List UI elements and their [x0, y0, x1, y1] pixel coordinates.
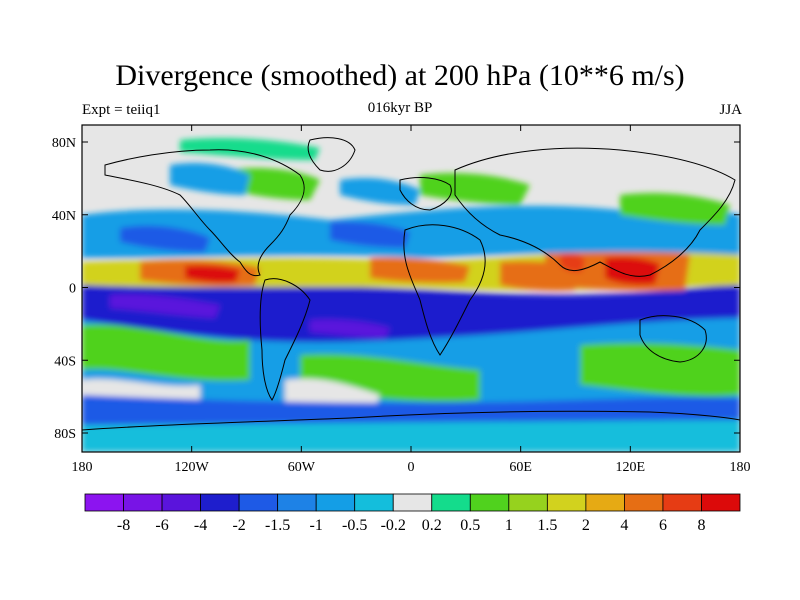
colorbar-swatch: [662, 493, 702, 512]
field-nh-darkblue-atl: [330, 221, 410, 248]
colorbar-label: 8: [697, 517, 705, 534]
coast-asia: [454, 147, 736, 277]
coast-europe: [399, 177, 452, 211]
colorbar-swatch: [84, 493, 124, 512]
colorbar-swatch: [701, 493, 741, 512]
lon-tick-label: 120E: [616, 460, 646, 475]
colorbar-label: 4: [620, 517, 628, 534]
colorbar-label: 0.5: [460, 517, 480, 534]
coast-antarctica: [82, 410, 740, 431]
coast-africa: [403, 224, 486, 356]
field-nh-green-3: [620, 193, 730, 225]
coast-australia: [639, 315, 707, 363]
colorbar-label: 0.2: [422, 517, 442, 534]
colorbar-swatch: [200, 493, 240, 512]
colorbar-swatch: [277, 493, 317, 512]
field-nh-green-arctic: [180, 137, 320, 160]
lon-tick-label: 180: [730, 460, 751, 475]
colorbar-label: 2: [582, 517, 590, 534]
colorbar-swatch: [123, 493, 163, 512]
lat-tick-label: 0: [69, 282, 76, 297]
colorbar-label: -1.5: [265, 517, 290, 534]
lat-tick-label: 80S: [54, 427, 76, 442]
colorbar-swatch: [624, 493, 664, 512]
field-eq-purple-1: [110, 294, 220, 318]
field-nh-red-west: [185, 265, 240, 283]
lon-tick-label: 180: [72, 460, 93, 475]
colorbar-label: -6: [155, 517, 168, 534]
field-sh-green-west: [82, 324, 250, 381]
colorbar-label: -4: [194, 517, 207, 534]
field-nh-red-asia: [605, 256, 660, 285]
colorbar-swatch: [508, 493, 548, 512]
colorbar-label: -8: [117, 517, 130, 534]
colorbar-swatch: [469, 493, 510, 512]
colorbar-swatch: [585, 493, 625, 512]
coastlines: [82, 137, 740, 431]
colorbar-swatch: [546, 493, 587, 512]
field-nh-blue: [82, 205, 740, 258]
lon-tick-label: 60W: [288, 460, 316, 475]
field-sh-green-east: [580, 342, 740, 397]
field-eq-purple-2: [310, 319, 390, 338]
colorbar: -8 -6 -4 -2 -1.5 -1 -0.5 -0.2 0.2 0.5 1 1.5 2 4 6 8: [84, 493, 741, 534]
experiment-label: Expt = teiiq1: [82, 102, 161, 118]
field-sh-lightblue-bottom: [82, 420, 740, 452]
colorbar-swatch: [315, 493, 356, 512]
coast-north-america: [104, 149, 305, 277]
colorbar-swatch: [354, 493, 394, 512]
field-nh-orange-atl: [370, 257, 470, 283]
colorbar-label: 6: [659, 517, 667, 534]
colorbar-swatch: [161, 493, 201, 512]
coast-greenland: [307, 137, 356, 172]
field-nh-blue-2: [170, 163, 250, 195]
lat-tick-label: 80N: [52, 136, 76, 151]
colorbar-swatch: [238, 493, 279, 512]
lon-tick-label: 0: [408, 460, 415, 475]
period-label: 016kyr BP: [367, 100, 433, 116]
map-title: Divergence (smoothed) at 200 hPa (10**6 …: [115, 59, 685, 92]
field-nh-red-india: [560, 253, 585, 273]
coast-south-america: [259, 278, 311, 401]
field-nh-green-1: [230, 168, 320, 200]
colorbar-swatch: [392, 493, 433, 512]
field-nh-darkblue-pac: [120, 225, 210, 252]
longitude-axis: 180 120W 60W 0 60E 120E 180: [72, 125, 751, 475]
lon-tick-label: 120W: [175, 460, 210, 475]
colorbar-label: 1: [505, 517, 513, 534]
field-eq-darkblue: [82, 281, 740, 343]
colorbar-label: -0.5: [342, 517, 367, 534]
lat-tick-label: 40S: [54, 354, 76, 369]
season-label: JJA: [719, 102, 742, 118]
colorbar-label: -2: [232, 517, 245, 534]
colorbar-label: 1.5: [537, 517, 557, 534]
colorbar-swatch: [431, 493, 471, 512]
map-field: [82, 125, 740, 452]
lon-tick-label: 60E: [509, 460, 532, 475]
lat-tick-label: 40N: [52, 209, 76, 224]
colorbar-label: -1: [310, 517, 323, 534]
colorbar-label: -0.2: [381, 517, 406, 534]
field-nh-green-2: [420, 173, 530, 205]
latitude-axis: 80N 40N 0 40S 80S: [52, 136, 740, 442]
